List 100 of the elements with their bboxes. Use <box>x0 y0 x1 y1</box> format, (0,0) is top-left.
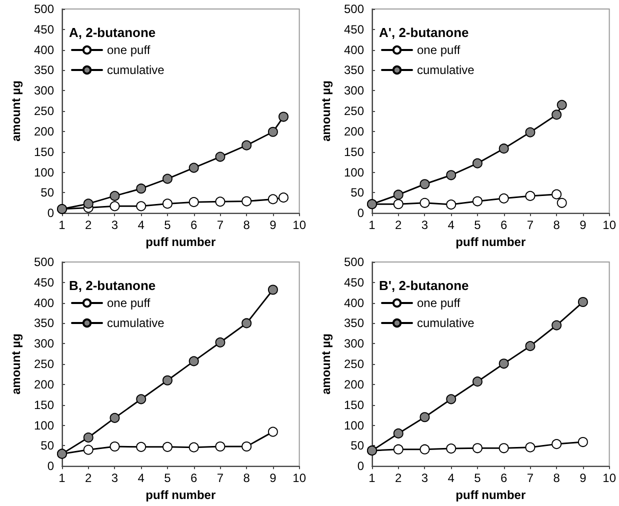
point <box>420 444 430 454</box>
point <box>188 197 199 208</box>
x-tick-label: 6 <box>500 471 508 486</box>
point <box>498 358 509 369</box>
x-tick-label: 2 <box>85 218 92 232</box>
y-tick-label: 450 <box>344 275 364 290</box>
point <box>268 194 278 204</box>
x-axis-title: puff number <box>456 235 526 249</box>
x-tick-label: 3 <box>421 471 428 486</box>
y-tick-label: 450 <box>34 275 54 290</box>
text: A, 2-butanone <box>69 25 156 40</box>
x-tick-label: 10 <box>292 471 306 486</box>
point <box>446 394 456 404</box>
x-tick-label: 9 <box>580 471 587 486</box>
point <box>83 198 94 209</box>
y-tick-label: 0 <box>357 459 364 474</box>
point <box>393 190 404 200</box>
y-tick-label: 200 <box>344 377 364 392</box>
x-tick-label: 7 <box>526 218 534 232</box>
point <box>136 201 146 212</box>
y-tick-label: 400 <box>344 296 364 310</box>
x-tick-label: 5 <box>164 471 172 486</box>
y-tick-label: 100 <box>34 165 54 180</box>
y-tick-label: 0 <box>357 206 364 220</box>
x-tick-label: 8 <box>243 471 250 486</box>
point <box>472 196 482 206</box>
x-axis-title: puff number <box>146 488 216 502</box>
point <box>215 196 226 207</box>
x-tick-label: 10 <box>292 218 306 232</box>
point <box>278 112 289 122</box>
point <box>472 376 482 387</box>
point <box>472 158 482 168</box>
y-tick-label: 100 <box>344 418 364 432</box>
y-axis-title: amount µg <box>9 80 23 142</box>
y-tick-label: 400 <box>34 296 54 310</box>
x-tick-label: 2 <box>395 471 402 486</box>
point <box>268 126 278 137</box>
point <box>110 190 120 201</box>
point <box>188 162 199 173</box>
y-tick-label: 500 <box>344 255 364 269</box>
point <box>552 189 562 200</box>
point <box>393 199 404 210</box>
x-tick-label: 8 <box>243 218 250 232</box>
point <box>110 201 120 212</box>
y-tick-label: 500 <box>34 2 54 16</box>
x-tick-label: 7 <box>216 471 224 486</box>
point <box>420 179 430 190</box>
point <box>278 192 289 203</box>
y-tick-label: 100 <box>34 418 54 432</box>
x-tick-label: 4 <box>138 471 145 486</box>
y-tick-label: 0 <box>47 459 54 474</box>
point <box>136 394 146 404</box>
y-tick-label: 50 <box>350 438 364 453</box>
x-tick-label: 4 <box>448 471 455 486</box>
point <box>446 444 456 454</box>
point <box>136 442 146 452</box>
point <box>525 442 536 452</box>
y-tick-label: 450 <box>344 22 364 36</box>
y-tick-label: 50 <box>350 186 364 200</box>
point <box>242 196 252 206</box>
point <box>268 284 278 295</box>
point <box>162 198 172 209</box>
y-tick-label: 150 <box>34 144 54 159</box>
y-tick-label: 300 <box>34 84 54 98</box>
y-tick-label: 250 <box>34 104 54 118</box>
x-tick-label: 2 <box>85 471 92 486</box>
y-tick-label: 350 <box>344 63 364 78</box>
y-axis-title: amount µg <box>319 80 333 142</box>
x-tick-label: 5 <box>164 218 172 232</box>
point <box>110 442 120 452</box>
legend-label: one puff <box>107 296 151 310</box>
y-tick-label: 500 <box>344 2 364 16</box>
point <box>498 443 509 454</box>
legend-label: one puff <box>417 296 461 310</box>
y-tick-label: 100 <box>344 165 364 180</box>
point <box>498 144 509 154</box>
x-tick-label: 6 <box>190 218 198 232</box>
y-tick-label: 50 <box>40 186 54 200</box>
x-tick-label: 9 <box>270 471 277 486</box>
legend-label: cumulative <box>107 316 165 330</box>
point <box>188 356 199 366</box>
x-tick-label: 9 <box>270 218 277 232</box>
point <box>242 442 252 452</box>
point <box>215 337 226 348</box>
point <box>242 318 252 328</box>
y-axis-title: amount µg <box>9 334 23 395</box>
point <box>446 200 456 210</box>
point <box>578 297 588 307</box>
legend-label: cumulative <box>417 316 475 330</box>
point <box>162 442 172 452</box>
point <box>552 439 562 450</box>
point <box>242 140 252 150</box>
point <box>498 193 509 204</box>
y-tick-label: 350 <box>344 316 364 330</box>
point <box>83 432 94 443</box>
point <box>578 437 588 448</box>
x-axis-title: puff number <box>456 488 526 502</box>
text: A', 2-butanone <box>379 25 469 40</box>
x-tick-label: 3 <box>111 471 118 486</box>
point <box>446 170 456 180</box>
